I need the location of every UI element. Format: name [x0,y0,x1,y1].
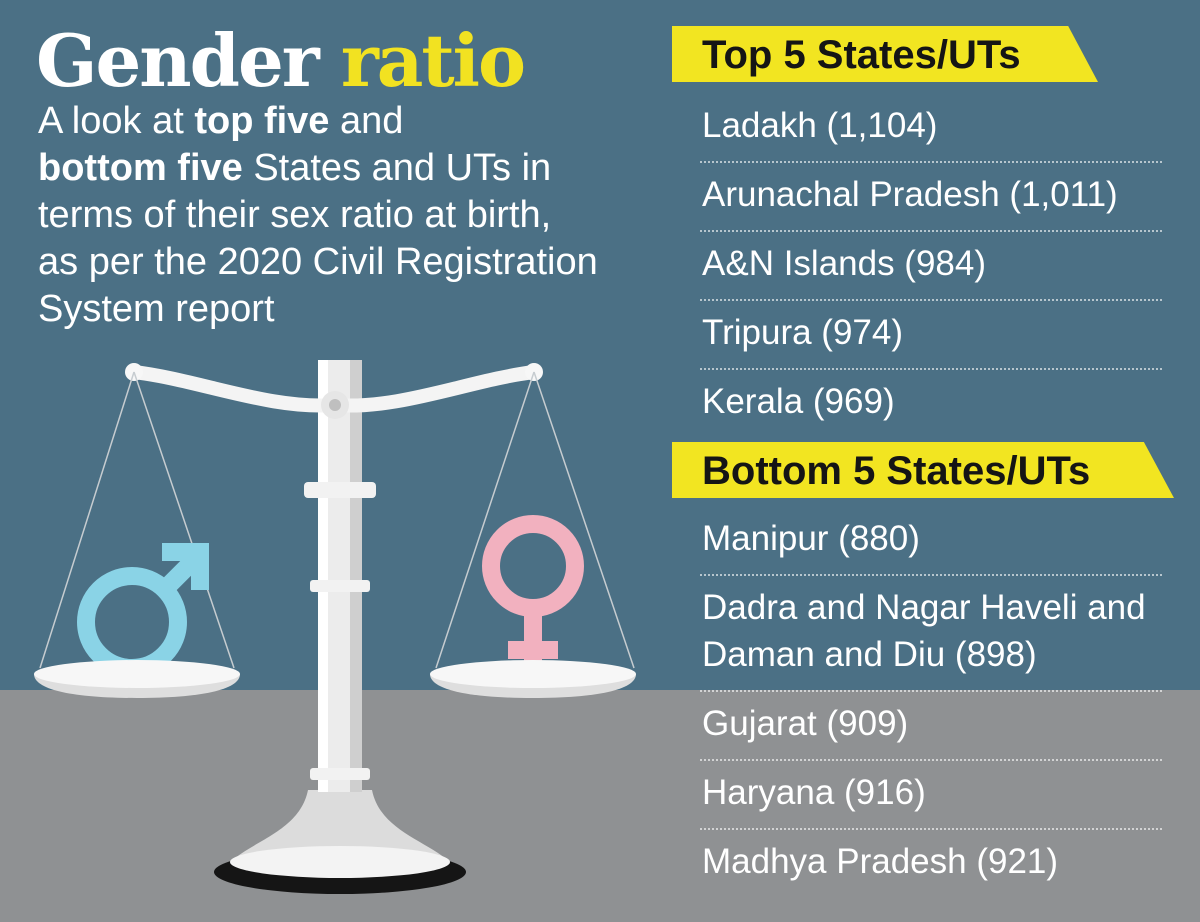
list-item: Madhya Pradesh (921) [702,842,1059,881]
page-subtitle: A look at top five and bottom five State… [38,98,598,333]
top-states-label: Top 5 States/UTs [702,33,1021,77]
subtitle-emphasis-bottom: bottom five [38,147,243,189]
title-accent: ratio [340,18,526,103]
subtitle-text: States and UTs in terms of their sex rat… [38,147,598,330]
list-item: Ladakh (1,104) [700,94,1162,163]
list-item: Dadra and Nagar Haveli and Daman and Diu… [700,576,1162,692]
list-item: Haryana (916) [700,761,1162,830]
bottom-states-list: Manipur (880) Dadra and Nagar Haveli and… [700,507,1162,897]
background-panel-bottom [0,690,1200,922]
top-states-banner: Top 5 States/UTs [672,26,1098,82]
balance-scale-icon [34,360,636,894]
list-item: Arunachal Pradesh (1,011) [700,163,1162,232]
male-symbol-icon [77,543,209,677]
list-item: Tripura (974) [700,301,1162,370]
list-item: Gujarat (909) [700,692,1162,761]
page-title: Gender ratio [36,18,526,104]
top-states-list: Ladakh (1,104) Arunachal Pradesh (1,011)… [700,94,1162,437]
subtitle-text: A look at [38,100,195,142]
subtitle-text: and [329,100,404,142]
bottom-states-banner: Bottom 5 States/UTs [672,442,1174,498]
list-item: Manipur (880) [700,507,1162,576]
title-main: Gender [36,18,320,103]
list-item: Kerala (969) [702,382,895,421]
list-item-text: Dadra and Nagar Haveli and Daman and Diu… [702,588,1146,674]
bottom-states-label: Bottom 5 States/UTs [702,449,1091,493]
list-item: A&N Islands (984) [700,232,1162,301]
subtitle-emphasis-top: top five [194,100,330,142]
